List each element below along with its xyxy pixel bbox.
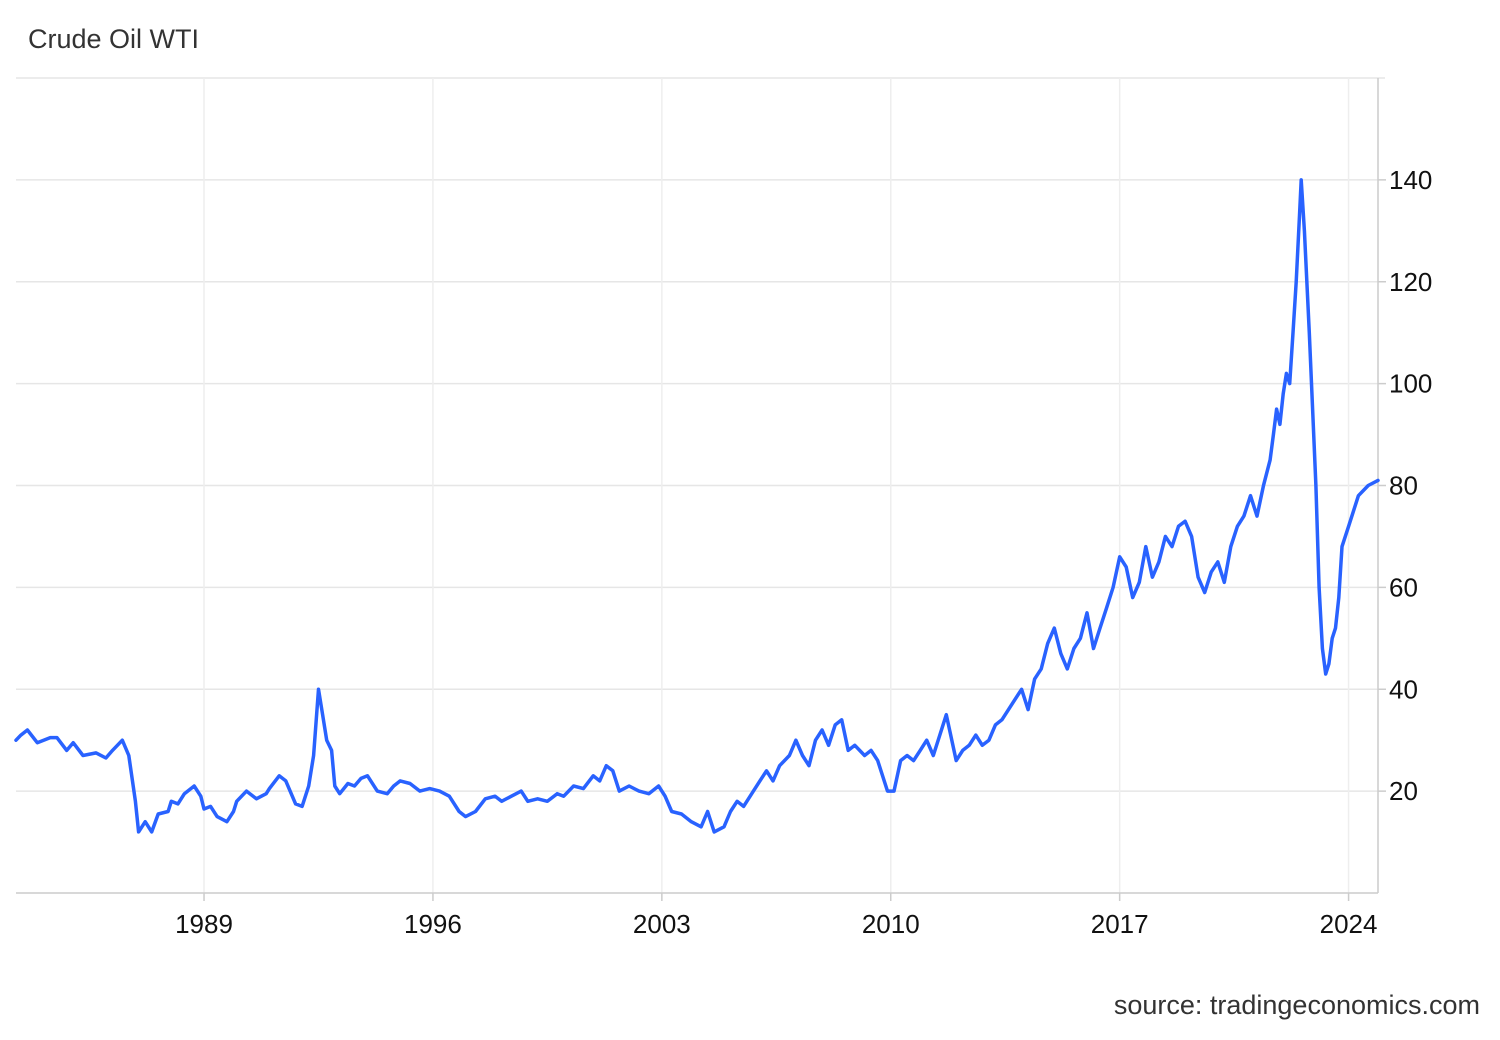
x-tick-label: 2003 bbox=[633, 909, 691, 939]
y-tick-label: 140 bbox=[1389, 165, 1432, 195]
series-line-0 bbox=[14, 178, 1380, 834]
y-tick-label: 20 bbox=[1389, 776, 1418, 806]
y-tick-label: 60 bbox=[1389, 572, 1418, 602]
y-axis-ticks: 20 40 60 80 100 120 140 bbox=[1378, 165, 1432, 806]
chart-title: Crude Oil WTI bbox=[28, 24, 200, 54]
gridlines bbox=[16, 77, 1385, 893]
y-tick-label: 40 bbox=[1389, 674, 1418, 704]
y-tick-label: 100 bbox=[1389, 369, 1432, 399]
y-tick-label: 120 bbox=[1389, 267, 1432, 297]
series-group bbox=[14, 178, 1380, 834]
source-label: source: tradingeconomics.com bbox=[1113, 990, 1480, 1020]
x-tick-label: 2010 bbox=[862, 909, 920, 939]
x-tick-label: 2024 bbox=[1320, 909, 1378, 939]
x-axis-ticks: 1989 1996 2003 2010 2017 2024 bbox=[175, 893, 1377, 939]
x-tick-label: 1989 bbox=[175, 909, 233, 939]
x-tick-label: 1996 bbox=[404, 909, 462, 939]
y-tick-label: 80 bbox=[1389, 471, 1418, 501]
x-tick-label: 2017 bbox=[1091, 909, 1149, 939]
